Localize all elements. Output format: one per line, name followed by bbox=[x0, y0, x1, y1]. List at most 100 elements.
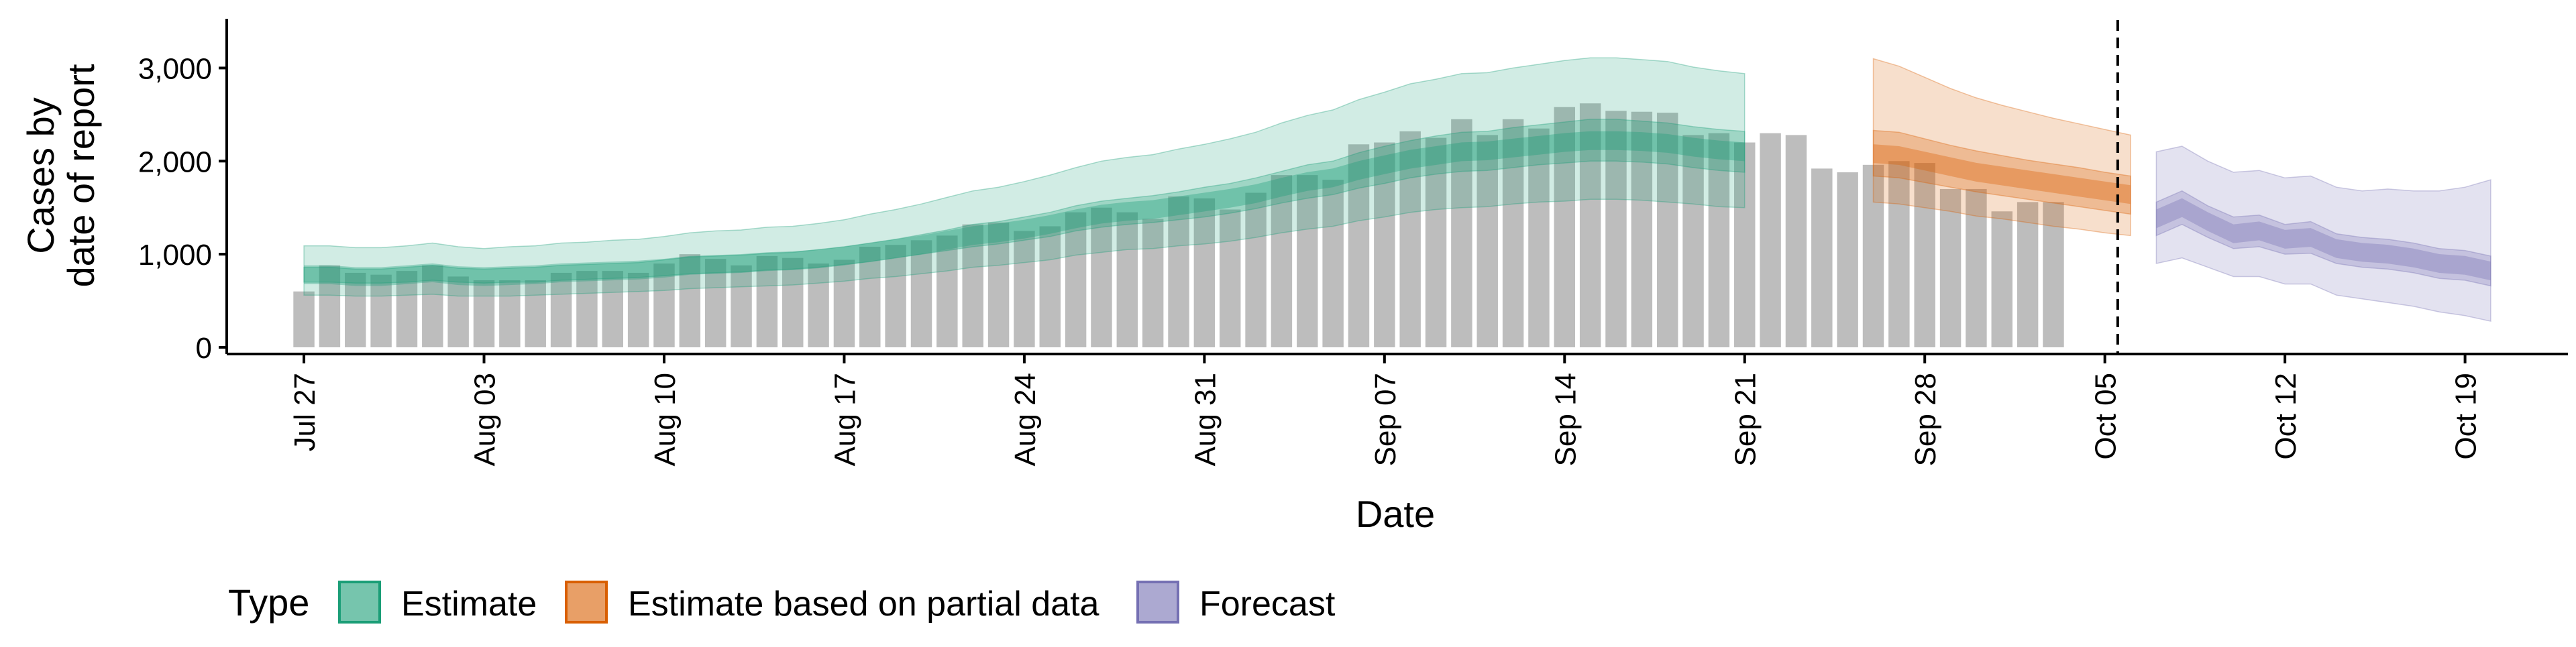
observed-bar bbox=[1142, 219, 1164, 347]
y-tick-label: 1,000 bbox=[138, 239, 212, 272]
observed-bar bbox=[1991, 211, 2012, 347]
axes: 0 1,000 2,000 3,000 Jul 27 Aug 03 Aug 10 Aug 17… bbox=[138, 19, 2568, 466]
y-axis-title: Cases by date of report bbox=[19, 64, 102, 288]
observed-bar bbox=[1554, 107, 1576, 347]
observed-bar bbox=[1966, 188, 1987, 347]
partial-50-interval bbox=[1872, 129, 2131, 215]
observed-bar bbox=[370, 274, 392, 347]
observed-bar bbox=[1297, 175, 1318, 347]
observed-bar bbox=[653, 263, 675, 347]
observed-bar bbox=[782, 257, 804, 347]
observed-bar bbox=[987, 222, 1010, 347]
observed-bar bbox=[1579, 103, 1601, 348]
observed-bar bbox=[396, 271, 418, 347]
observed-bar bbox=[293, 291, 315, 347]
legend-label-estimate: Estimate bbox=[401, 585, 537, 624]
observed-bar bbox=[1116, 212, 1138, 347]
observed-bar bbox=[1065, 212, 1087, 347]
x-tick-label: Oct 19 bbox=[2450, 373, 2483, 460]
legend-swatch-estimate bbox=[338, 581, 381, 624]
observed-bar bbox=[885, 245, 906, 347]
observed-bar bbox=[1425, 137, 1447, 348]
observed-bar bbox=[1399, 131, 1421, 347]
observed-bar bbox=[1091, 207, 1112, 347]
observed-bar bbox=[1837, 172, 1858, 347]
observed-bar bbox=[1168, 196, 1189, 347]
observed-bar bbox=[345, 272, 366, 347]
observed-bar bbox=[422, 265, 443, 347]
observed-bar bbox=[1605, 111, 1627, 347]
observed-bar bbox=[1785, 135, 1807, 348]
forecast-median-band bbox=[2156, 198, 2491, 281]
observed-bar bbox=[1708, 133, 1730, 347]
y-axis-title-line-2: date of report bbox=[60, 64, 102, 288]
observed-bar bbox=[602, 271, 623, 347]
observed-cases-bars bbox=[293, 103, 2064, 348]
observed-bar bbox=[319, 265, 341, 347]
observed-bar bbox=[1014, 231, 1035, 347]
observed-bar bbox=[704, 259, 727, 347]
observed-bar bbox=[473, 280, 495, 347]
observed-bar bbox=[1039, 226, 1061, 347]
observed-bar bbox=[1348, 144, 1370, 347]
x-tick-label: Sep 21 bbox=[1729, 373, 1762, 466]
observed-bar bbox=[2043, 202, 2064, 347]
estimate-median-band bbox=[304, 131, 1745, 286]
legend-swatch-partial bbox=[565, 581, 608, 624]
observed-bar bbox=[1888, 161, 1910, 348]
observed-bar bbox=[1374, 142, 1395, 347]
observed-bar bbox=[447, 276, 469, 347]
partial-90-interval bbox=[1872, 58, 2131, 237]
forecast-50-interval bbox=[2155, 190, 2491, 287]
observed-bar bbox=[808, 263, 829, 347]
observed-bar bbox=[679, 254, 701, 347]
legend-swatch-forecast bbox=[1136, 581, 1179, 624]
y-tick-label: 2,000 bbox=[138, 145, 212, 178]
legend: Type Estimate Estimate based on partial d… bbox=[228, 581, 1336, 624]
observed-bar bbox=[1451, 119, 1472, 348]
observed-bar bbox=[525, 280, 546, 347]
legend-label-forecast: Forecast bbox=[1199, 585, 1336, 624]
legend-label-partial: Estimate based on partial data bbox=[628, 585, 1099, 624]
x-tick-label: Sep 14 bbox=[1549, 373, 1582, 466]
x-tick-label: Aug 24 bbox=[1009, 373, 1042, 466]
observed-bar bbox=[1939, 188, 1962, 347]
observed-bar bbox=[627, 272, 649, 347]
observed-bar bbox=[1862, 164, 1884, 347]
observed-bar bbox=[859, 247, 881, 347]
observed-bar bbox=[550, 272, 572, 347]
observed-bar bbox=[1477, 135, 1498, 348]
observed-bar bbox=[910, 240, 932, 347]
x-tick-label: Oct 05 bbox=[2090, 373, 2123, 460]
x-tick-label: Aug 10 bbox=[649, 373, 682, 466]
y-axis-title-line-1: Cases by bbox=[19, 97, 62, 253]
x-tick-label: Aug 31 bbox=[1189, 373, 1222, 466]
x-tick-label: Aug 03 bbox=[469, 373, 502, 466]
observed-bar bbox=[576, 271, 598, 347]
y-tick-label: 0 bbox=[196, 332, 212, 365]
observed-bar bbox=[1760, 133, 1781, 347]
observed-bar bbox=[1914, 163, 1935, 347]
estimate-ribbons bbox=[303, 57, 2491, 322]
x-tick-label: Oct 12 bbox=[2269, 373, 2302, 460]
observed-bar bbox=[2017, 202, 2039, 347]
observed-bar bbox=[1502, 119, 1524, 348]
observed-bar bbox=[1734, 142, 1756, 347]
observed-bar bbox=[1245, 192, 1267, 347]
observed-bar bbox=[1219, 209, 1241, 347]
observed-bar bbox=[1271, 175, 1293, 347]
x-tick-label: Sep 07 bbox=[1369, 373, 1402, 466]
observed-bar bbox=[1528, 128, 1550, 347]
observed-bar bbox=[1631, 111, 1653, 348]
observed-bar bbox=[1193, 198, 1216, 347]
partial-median-band bbox=[1873, 144, 2131, 204]
observed-bar bbox=[731, 265, 752, 347]
estimate-90-interval bbox=[303, 57, 1746, 297]
observed-bar bbox=[499, 280, 521, 347]
legend-title: Type bbox=[228, 581, 309, 624]
observed-bar bbox=[1656, 113, 1678, 347]
x-tick-label: Sep 28 bbox=[1909, 373, 1942, 466]
estimate-50-interval bbox=[303, 119, 1746, 284]
